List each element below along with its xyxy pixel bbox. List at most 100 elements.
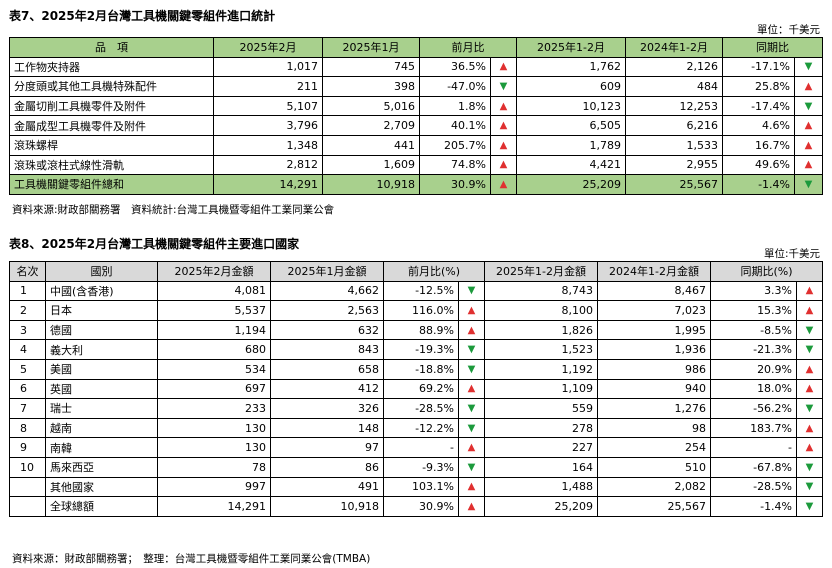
table8-header-ytd24: 2024年1-2月金額 bbox=[597, 261, 712, 282]
table8-title: 表8、2025年2月台灣工具機關鍵零組件主要進口國家 bbox=[9, 237, 300, 251]
ytd24-value: 254 bbox=[597, 437, 712, 458]
table-row: 4 義大利 680 843 -19.3% ▼ 1,523 1,936 -21.3% ▼ bbox=[9, 339, 824, 360]
jan-value: 632 bbox=[270, 319, 384, 341]
country-name: 英國 bbox=[45, 378, 158, 400]
mom-value: 103.1% bbox=[383, 476, 459, 498]
rank: 1 bbox=[9, 280, 46, 302]
mom-value: 30.9% bbox=[383, 496, 459, 517]
item-name: 金屬切削工具機零件及附件 bbox=[9, 95, 214, 117]
feb-value: 14,291 bbox=[157, 496, 271, 517]
jan-value: 10,918 bbox=[270, 496, 384, 517]
ytd24-value: 12,253 bbox=[625, 95, 723, 117]
feb-value: 680 bbox=[157, 339, 271, 360]
table-row: 其他國家 997 491 103.1% ▲ 1,488 2,082 -28.5% ▼ bbox=[9, 476, 824, 498]
down-arrow-icon: ▼ bbox=[457, 417, 486, 439]
rank: 10 bbox=[9, 456, 46, 478]
country-name: 瑞士 bbox=[45, 398, 158, 419]
mom-value: -9.3% bbox=[383, 456, 459, 478]
down-arrow-icon: ▼ bbox=[794, 56, 823, 78]
table-row: 分度頭或其他工具機特殊配件 211 398 -47.0% ▼ 609 484 25.8% ▲ bbox=[9, 76, 823, 97]
down-arrow-icon: ▼ bbox=[457, 358, 486, 380]
up-arrow-icon: ▲ bbox=[794, 76, 823, 97]
table7-title: 表7、2025年2月台灣工具機關鍵零組件進口統計 bbox=[9, 9, 276, 23]
ytd25-value: 278 bbox=[484, 417, 599, 439]
ytd24-value: 1,995 bbox=[597, 319, 712, 341]
mom-value: 116.0% bbox=[383, 300, 459, 321]
yoy-value: -1.4% bbox=[710, 496, 798, 517]
item-name: 分度頭或其他工具機特殊配件 bbox=[9, 76, 214, 97]
rank bbox=[9, 476, 46, 498]
table8: 名次 國別 2025年2月金額 2025年1月金額 前月比(%) 2025年1-… bbox=[9, 261, 824, 517]
mom-value: -12.2% bbox=[383, 417, 459, 439]
rank: 6 bbox=[9, 378, 46, 400]
up-arrow-icon: ▲ bbox=[490, 56, 517, 78]
ytd25-value: 1,109 bbox=[484, 378, 599, 400]
table8-header-yoy: 同期比(%) bbox=[710, 261, 824, 282]
feb-value: 997 bbox=[157, 476, 271, 498]
jan-value: 2,563 bbox=[270, 300, 384, 321]
yoy-value: 18.0% bbox=[710, 378, 798, 400]
table7-header-yoy: 同期比 bbox=[722, 37, 823, 58]
up-arrow-icon: ▲ bbox=[794, 134, 823, 156]
down-arrow-icon: ▼ bbox=[457, 398, 486, 419]
table-row: 3 德國 1,194 632 88.9% ▲ 1,826 1,995 -8.5% ▼ bbox=[9, 319, 824, 341]
ytd25-value: 8,100 bbox=[484, 300, 599, 321]
table8-header-rank: 名次 bbox=[9, 261, 46, 282]
yoy-value: -17.1% bbox=[722, 56, 795, 78]
feb-value: 1,194 bbox=[157, 319, 271, 341]
mom-value: 205.7% bbox=[419, 134, 491, 156]
table7-header-ytd25: 2025年1-2月 bbox=[516, 37, 626, 58]
feb-value: 5,537 bbox=[157, 300, 271, 321]
yoy-value: 15.3% bbox=[710, 300, 798, 321]
feb-value: 2,812 bbox=[213, 154, 323, 176]
table8-header-mom: 前月比(%) bbox=[382, 261, 486, 282]
ytd24-value: 484 bbox=[625, 76, 723, 97]
down-arrow-icon: ▼ bbox=[796, 398, 824, 419]
table-row: 全球總額 14,291 10,918 30.9% ▲ 25,209 25,567 -1.4% ▼ bbox=[9, 496, 824, 517]
feb-value: 1,348 bbox=[213, 134, 323, 156]
table-row: 金屬切削工具機零件及附件 5,107 5,016 1.8% ▲ 10,123 12,253-… bbox=[9, 95, 823, 117]
item-name: 金屬成型工具機零件及附件 bbox=[9, 115, 214, 136]
jan-value: 1,609 bbox=[322, 154, 420, 176]
jan-value: 2,709 bbox=[322, 115, 420, 136]
ytd24-value: 6,216 bbox=[625, 115, 723, 136]
country-name: 越南 bbox=[45, 417, 158, 439]
up-arrow-icon: ▲ bbox=[457, 300, 486, 321]
jan-value: 658 bbox=[270, 358, 384, 380]
yoy-value: 25.8% bbox=[722, 76, 795, 97]
table-row: 7 瑞士 233 326 -28.5% ▼ 559 1,276 -56.2% ▼ bbox=[9, 398, 824, 419]
rank: 7 bbox=[9, 398, 46, 419]
up-arrow-icon: ▲ bbox=[796, 417, 824, 439]
ytd24-value: 98 bbox=[597, 417, 712, 439]
mom-value: 69.2% bbox=[383, 378, 459, 400]
country-name: 美國 bbox=[45, 358, 158, 380]
item-name: 工作物夾持器 bbox=[9, 56, 214, 78]
ytd24-value: 986 bbox=[597, 358, 712, 380]
table-row: 2 日本 5,537 2,563 116.0% ▲ 8,100 7,023 15.3% ▲ bbox=[9, 300, 824, 321]
yoy-value: -28.5% bbox=[710, 476, 798, 498]
table8-header-jan: 2025年1月金額 bbox=[270, 261, 384, 282]
country-name: 其他國家 bbox=[45, 476, 158, 498]
yoy-value: 49.6% bbox=[722, 154, 795, 176]
mom-value: 30.9% bbox=[419, 174, 491, 195]
down-arrow-icon: ▼ bbox=[794, 95, 823, 117]
ytd25-value: 1,523 bbox=[484, 339, 599, 360]
country-name: 義大利 bbox=[45, 339, 158, 360]
rank: 9 bbox=[9, 437, 46, 458]
jan-value: 97 bbox=[270, 437, 384, 458]
ytd25-value: 25,209 bbox=[516, 174, 626, 195]
table8-header-country: 國別 bbox=[45, 261, 158, 282]
mom-value: -18.8% bbox=[383, 358, 459, 380]
rank: 8 bbox=[9, 417, 46, 439]
item-name: 滾珠或滾柱式線性滑軌 bbox=[9, 154, 214, 176]
jan-value: 5,016 bbox=[322, 95, 420, 117]
item-name: 工具機關鍵零組件總和 bbox=[9, 174, 214, 195]
mom-value: 36.5% bbox=[419, 56, 491, 78]
mom-value: - bbox=[383, 437, 459, 458]
feb-value: 211 bbox=[213, 76, 323, 97]
yoy-value: 20.9% bbox=[710, 358, 798, 380]
up-arrow-icon: ▲ bbox=[490, 174, 517, 195]
table7-header-ytd24: 2024年1-2月 bbox=[625, 37, 723, 58]
up-arrow-icon: ▲ bbox=[796, 437, 824, 458]
jan-value: 10,918 bbox=[322, 174, 420, 195]
